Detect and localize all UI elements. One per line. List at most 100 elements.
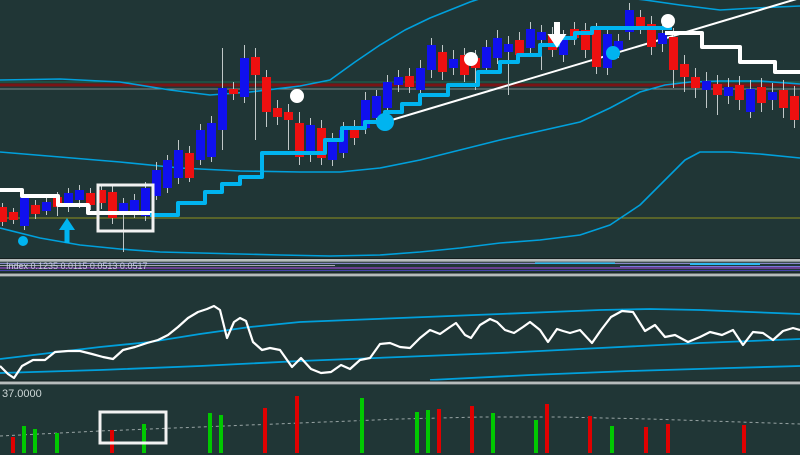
upper-band-line <box>0 0 800 96</box>
candle <box>636 17 645 26</box>
main-chart-pane[interactable] <box>0 0 800 258</box>
candle <box>174 150 183 178</box>
lower-band-line <box>0 151 800 257</box>
buy-arrow-icon <box>59 218 75 243</box>
signal-dot-white <box>661 14 675 28</box>
candle <box>152 170 161 196</box>
histogram-bar <box>588 416 592 453</box>
candle <box>614 41 623 50</box>
histogram-bar <box>470 406 474 453</box>
candle <box>493 38 502 58</box>
histogram-pane[interactable] <box>0 385 800 455</box>
pane-separator-edge <box>0 258 800 259</box>
candle <box>416 68 425 90</box>
oscillator-pane[interactable] <box>0 276 800 381</box>
candle <box>680 64 689 77</box>
histogram-bar <box>415 412 419 453</box>
candle <box>262 77 271 112</box>
histogram-bar <box>11 437 15 453</box>
candle <box>273 108 282 117</box>
candle <box>207 123 216 157</box>
candle <box>141 188 150 216</box>
candle <box>108 192 117 218</box>
up-step-line <box>150 26 672 217</box>
candle <box>504 44 513 52</box>
candle <box>658 33 667 44</box>
histogram-bar <box>22 426 26 453</box>
candle <box>31 205 40 214</box>
oscillator-scale-label: 37.0000 <box>2 388 42 400</box>
candle <box>757 87 766 103</box>
histogram-bar <box>491 413 495 453</box>
histogram-bar <box>545 404 549 453</box>
candle <box>339 130 348 153</box>
candle <box>647 24 656 47</box>
candle <box>735 85 744 100</box>
histogram-bar <box>610 426 614 453</box>
candle <box>130 200 139 212</box>
candle <box>218 88 227 130</box>
histogram-bar <box>426 410 430 453</box>
histogram-bar <box>666 424 670 453</box>
histogram-bar <box>742 425 746 453</box>
candle <box>284 112 293 120</box>
candle <box>405 76 414 87</box>
candle <box>779 90 788 108</box>
histogram-dotted-line <box>0 416 800 437</box>
pane-separator[interactable] <box>0 259 800 262</box>
candle <box>229 89 238 94</box>
candle <box>515 40 524 55</box>
histogram-bar <box>534 420 538 453</box>
signal-dot-cyan <box>18 236 28 246</box>
histogram-bar <box>33 429 37 453</box>
candle <box>86 193 95 205</box>
indicator-strip-label: Index 0.1235 0.0115 0.0513 0.0517 <box>6 261 148 271</box>
signal-dot-cyan <box>376 113 394 131</box>
candle <box>537 32 546 40</box>
pane-separator[interactable] <box>0 273 800 277</box>
candle <box>746 89 755 112</box>
histogram-bar <box>360 398 364 453</box>
pane-separator[interactable] <box>0 381 800 385</box>
pane-separator-edge <box>0 276 800 277</box>
candle <box>592 30 601 67</box>
signal-dot-cyan <box>606 46 620 60</box>
signal-dot-white <box>464 52 478 66</box>
histogram-bar <box>295 396 299 453</box>
histogram-bar <box>437 409 441 453</box>
candle <box>185 153 194 178</box>
histogram-rectangle-marker <box>98 410 168 445</box>
histogram-bar <box>644 427 648 453</box>
histogram-bar <box>208 413 212 453</box>
candle <box>790 96 799 120</box>
candle <box>713 84 722 95</box>
candle <box>625 10 634 32</box>
candle <box>548 34 557 50</box>
candle <box>482 47 491 68</box>
candle <box>20 198 29 226</box>
candle <box>460 55 469 75</box>
candle <box>427 45 436 70</box>
candle <box>75 190 84 200</box>
candle <box>97 190 106 203</box>
candle <box>64 193 73 204</box>
candle <box>350 128 359 138</box>
candle <box>526 29 535 48</box>
histogram-bar <box>219 415 223 453</box>
candle <box>669 37 678 70</box>
candle <box>394 77 403 85</box>
histogram-bar <box>263 408 267 453</box>
candle <box>383 82 392 108</box>
candle <box>449 59 458 68</box>
candle <box>702 81 711 90</box>
oscillator-slow-line <box>0 338 800 374</box>
histogram-bar <box>55 433 59 453</box>
pane-separator-edge <box>0 261 800 263</box>
down-step-line-right <box>665 31 800 74</box>
candle <box>251 57 260 75</box>
candle <box>361 100 370 128</box>
candle <box>9 212 18 220</box>
